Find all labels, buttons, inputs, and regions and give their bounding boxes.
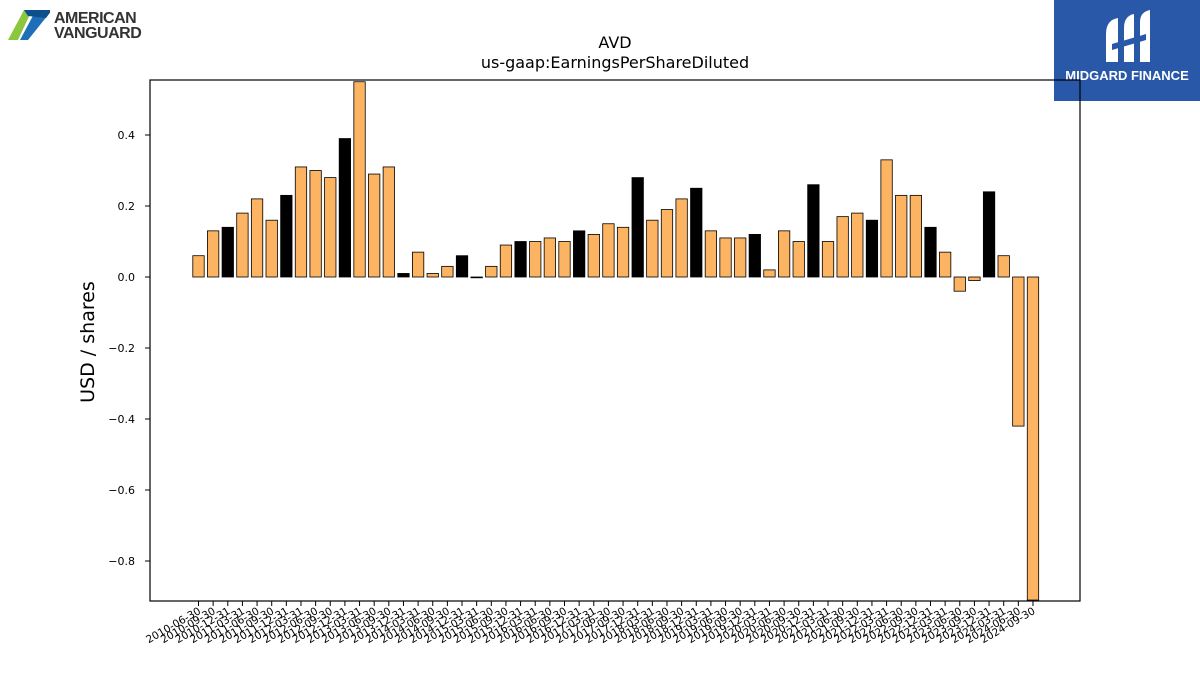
bar bbox=[441, 265, 454, 278]
y-tick-label: −0.2 bbox=[108, 342, 135, 355]
bar bbox=[192, 255, 205, 278]
chart-subtitle: us-gaap:EarningsPerShareDiluted bbox=[481, 53, 749, 72]
bar bbox=[734, 237, 747, 278]
bar bbox=[748, 233, 761, 278]
x-axis: 2010-06-302010-09-302010-12-312011-03-31… bbox=[144, 601, 1037, 646]
bar bbox=[660, 209, 674, 278]
bar bbox=[573, 230, 586, 278]
bar bbox=[895, 194, 908, 278]
bar bbox=[558, 241, 571, 278]
bar bbox=[236, 212, 249, 278]
bar bbox=[836, 216, 849, 278]
bar bbox=[543, 237, 556, 278]
bar bbox=[368, 173, 381, 278]
bar bbox=[338, 138, 352, 278]
midgard-finance-name: MIDGARD FINANCE bbox=[1065, 68, 1189, 83]
bar bbox=[309, 170, 322, 278]
y-tick-label: 0.0 bbox=[118, 271, 136, 284]
logo-line-1: AMERICAN bbox=[54, 10, 137, 27]
bar bbox=[953, 276, 966, 292]
bar bbox=[865, 219, 879, 278]
bar bbox=[382, 166, 395, 278]
bar bbox=[631, 177, 644, 278]
bar bbox=[207, 230, 220, 278]
bar bbox=[616, 226, 630, 278]
bar bbox=[602, 223, 615, 278]
y-tick-label: 0.4 bbox=[118, 129, 136, 142]
y-tick-label: −0.6 bbox=[108, 484, 135, 497]
bar bbox=[968, 276, 981, 281]
bars-group bbox=[192, 81, 1040, 601]
bar bbox=[470, 276, 483, 279]
bar bbox=[294, 166, 308, 278]
midgard-finance-mark-icon bbox=[1106, 10, 1150, 62]
y-axis-label: USD / shares bbox=[77, 281, 99, 403]
bar bbox=[909, 194, 922, 278]
plot-frame bbox=[149, 79, 1081, 602]
bar bbox=[851, 212, 864, 278]
bar bbox=[997, 255, 1010, 278]
bar bbox=[924, 226, 937, 278]
logo-line-2: VANGUARD bbox=[54, 25, 142, 42]
bar bbox=[675, 198, 688, 278]
bar bbox=[646, 219, 659, 278]
bar bbox=[499, 244, 513, 278]
bar bbox=[485, 265, 498, 278]
bar bbox=[1012, 276, 1025, 427]
y-axis: 0.4 0.2 0.0 −0.2 −0.4 −0.6 −0.8 bbox=[108, 129, 150, 568]
y-tick-label: −0.4 bbox=[108, 413, 135, 426]
bar bbox=[587, 233, 600, 278]
bar bbox=[778, 230, 791, 278]
bar bbox=[397, 273, 410, 278]
bar bbox=[982, 191, 996, 278]
bar bbox=[690, 187, 703, 278]
midgard-finance-logo: MIDGARD FINANCE bbox=[1054, 0, 1200, 101]
bar bbox=[455, 255, 469, 278]
y-tick-label: 0.2 bbox=[118, 200, 136, 213]
bar bbox=[719, 237, 732, 278]
bar bbox=[763, 269, 776, 278]
bar bbox=[411, 251, 425, 278]
bar bbox=[221, 226, 234, 278]
bar bbox=[265, 219, 278, 278]
bar bbox=[514, 241, 527, 278]
bar bbox=[353, 81, 366, 278]
bar bbox=[792, 241, 805, 278]
bar bbox=[250, 198, 264, 278]
bar bbox=[1026, 276, 1040, 601]
bar bbox=[529, 241, 542, 278]
bar bbox=[807, 184, 820, 278]
y-tick-label: −0.8 bbox=[108, 555, 135, 568]
bar bbox=[880, 159, 893, 278]
american-vanguard-logo: AMERICAN VANGUARD bbox=[6, 8, 166, 44]
bar bbox=[939, 251, 952, 278]
bar bbox=[280, 194, 293, 278]
bar bbox=[704, 230, 718, 278]
bar bbox=[426, 273, 439, 278]
american-vanguard-logo-mark-icon bbox=[8, 10, 50, 40]
bar bbox=[821, 241, 835, 278]
bar bbox=[324, 177, 337, 278]
chart-title: AVD bbox=[598, 33, 631, 52]
